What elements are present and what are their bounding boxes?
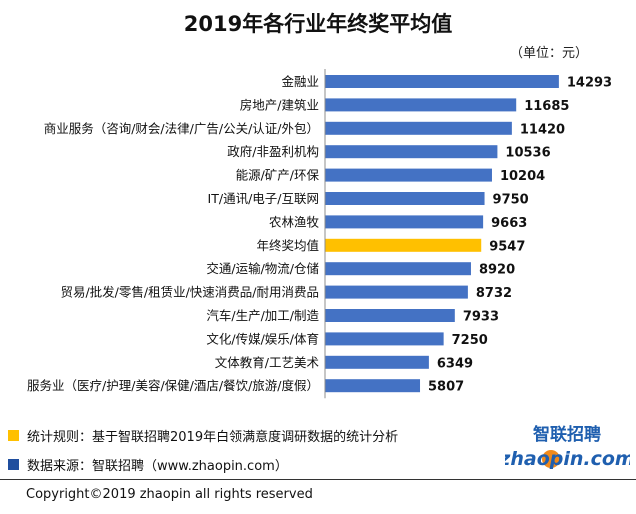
- bar: [325, 379, 421, 393]
- legend-source-text: 数据来源：智联招聘（www.zhaopin.com）: [27, 459, 288, 474]
- value-label: 11420: [520, 122, 565, 137]
- legend-source: 数据来源：智联招聘（www.zhaopin.com）: [8, 455, 288, 474]
- copyright-text: Copyright©2019 zhaopin all rights reserv…: [26, 487, 313, 502]
- value-label: 9663: [491, 216, 527, 231]
- legend-rule: 统计规则：基于智联招聘2019年白领满意度调研数据的统计分析: [8, 426, 398, 445]
- bar: [325, 192, 485, 205]
- value-label: 14293: [567, 76, 612, 91]
- value-label: 6349: [437, 356, 473, 371]
- value-label: 5807: [428, 380, 464, 395]
- category-label: 政府/非盈利机构: [227, 144, 319, 159]
- category-label: 服务业（医疗/护理/美容/保健/酒店/餐饮/旅游/度假）: [27, 378, 319, 393]
- chart-title: 2019年各行业年终奖平均值: [183, 12, 453, 36]
- category-label: 能源/矿产/环保: [236, 168, 320, 183]
- legend-swatch-blue: [8, 459, 19, 470]
- unit-note: （单位：元）: [509, 46, 588, 61]
- value-label: 8920: [479, 263, 515, 278]
- bar: [325, 309, 455, 322]
- bar: [325, 215, 484, 229]
- value-label: 11685: [524, 99, 569, 114]
- bar-chart: 金融业 14293 房地产/建筑业 11685 商业服务（咨询/财会/法律/广告/公关/…: [27, 69, 612, 399]
- bar: [325, 355, 429, 369]
- category-label: 商业服务（咨询/财会/法律/广告/公关/认证/外包）: [44, 121, 319, 136]
- footer-divider: [0, 479, 636, 480]
- category-label: 年终奖均值: [256, 238, 319, 253]
- bar: [325, 168, 492, 182]
- value-label: 9547: [489, 239, 525, 254]
- bar: [325, 98, 517, 112]
- category-label: IT/通讯/电子/互联网: [208, 191, 319, 206]
- category-label: 文化/传媒/娱乐/体育: [206, 331, 319, 346]
- value-label: 10536: [505, 146, 550, 161]
- logo-en-text: zhaopin.com: [505, 448, 630, 470]
- legend-rule-text: 统计规则：基于智联招聘2019年白领满意度调研数据的统计分析: [27, 430, 399, 445]
- value-label: 7933: [463, 310, 499, 325]
- bar: [325, 262, 471, 276]
- value-label: 9750: [493, 193, 529, 208]
- category-label: 贸易/批发/零售/租赁业/快速消费品/耐用消费品: [60, 285, 319, 300]
- logo-dot-icon: [542, 450, 560, 468]
- legend-swatch-yellow: [8, 430, 19, 441]
- bar: [325, 75, 559, 88]
- bar: [325, 332, 444, 346]
- category-label: 金融业: [281, 74, 319, 89]
- category-label: 农林渔牧: [269, 214, 320, 229]
- category-label: 房地产/建筑业: [240, 97, 319, 112]
- bar: [325, 285, 468, 299]
- category-label: 文体教育/工艺美术: [215, 355, 320, 370]
- bar-highlight: [325, 238, 482, 252]
- bar: [325, 121, 512, 135]
- bar: [325, 145, 498, 159]
- value-label: 7250: [452, 333, 488, 348]
- value-label: 8732: [476, 286, 512, 301]
- category-label: 交通/运输/物流/仓储: [206, 261, 319, 276]
- zhaopin-logo: 智联招聘 zhaopin.com: [505, 424, 630, 470]
- value-label: 10204: [500, 169, 545, 184]
- logo-cn-text: 智联招聘: [533, 424, 601, 445]
- category-label: 汽车/生产/加工/制造: [206, 308, 319, 323]
